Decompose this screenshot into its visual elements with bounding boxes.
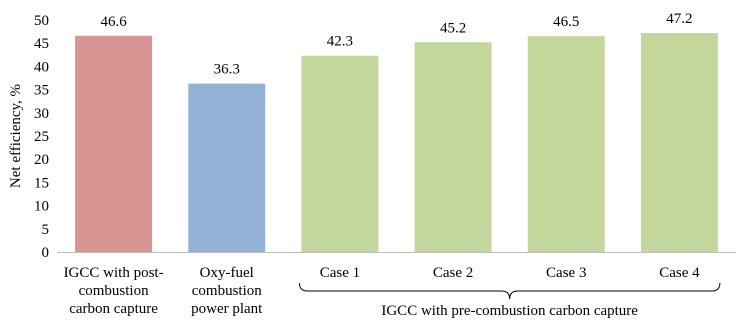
bar <box>640 32 718 252</box>
y-tick-label: 35 <box>34 83 49 99</box>
data-labels: 46.6 36.3 42.3 45.2 46.5 47.2 <box>100 11 692 78</box>
y-tick-label: 20 <box>34 152 49 168</box>
bar <box>75 35 153 252</box>
y-tick-label: 45 <box>34 36 49 52</box>
bar <box>301 55 379 253</box>
category-label: Case 4 <box>659 265 700 281</box>
data-label: 36.3 <box>214 62 240 78</box>
category-label: Case 2 <box>433 265 473 281</box>
y-tick-label: 25 <box>34 129 49 145</box>
category-label: Case 1 <box>320 265 360 281</box>
category-label: power plant <box>191 301 263 317</box>
data-label: 42.3 <box>327 34 353 50</box>
category-label: Oxy-fuel <box>200 265 254 281</box>
bar <box>527 36 605 252</box>
y-tick-label: 0 <box>42 245 50 261</box>
category-label: combustion <box>79 283 149 299</box>
category-labels: IGCC with post-combustion carbon capture O… <box>64 265 701 317</box>
category-label: carbon capture <box>69 301 158 317</box>
y-tick-label: 40 <box>34 59 49 75</box>
data-label: 47.2 <box>666 11 692 27</box>
y-axis-ticks: 0 5 10 15 20 25 30 35 40 45 50 <box>34 13 49 261</box>
data-label: 46.6 <box>100 14 127 30</box>
bar <box>188 83 266 253</box>
group-label: IGCC with pre-combustion carbon capture <box>381 303 638 319</box>
y-tick-label: 5 <box>42 222 50 238</box>
category-label: combustion <box>192 283 262 299</box>
group-brace <box>298 282 721 300</box>
y-tick-label: 10 <box>34 199 49 215</box>
category-label: IGCC with post- <box>64 265 164 281</box>
y-tick-label: 50 <box>34 13 49 29</box>
y-tick-label: 30 <box>34 106 49 122</box>
bar-series <box>75 32 718 253</box>
data-label: 45.2 <box>440 20 466 36</box>
y-axis-title: Net efficiency, % <box>8 84 24 188</box>
category-label: Case 3 <box>546 265 586 281</box>
y-tick-label: 15 <box>34 175 49 191</box>
bar <box>414 42 492 252</box>
data-label: 46.5 <box>553 14 579 30</box>
